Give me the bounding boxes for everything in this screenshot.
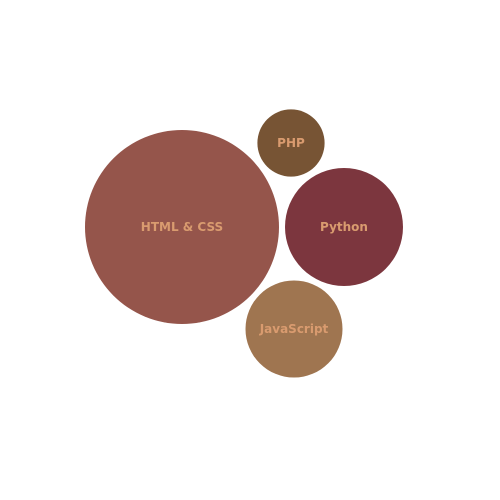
bubble-javascript: JavaScript xyxy=(245,280,343,378)
bubble-html-css: HTML & CSS xyxy=(85,130,279,324)
bubble-label-javascript: JavaScript xyxy=(259,322,329,336)
bubble-circle-html-css xyxy=(85,130,279,324)
bubble-circle-python xyxy=(285,168,403,286)
bubble-python: Python xyxy=(285,168,403,286)
bubble-circle-php xyxy=(257,109,325,177)
bubble-php: PHP xyxy=(257,109,325,177)
bubble-label-html-css: HTML & CSS xyxy=(141,220,223,234)
bubble-label-php: PHP xyxy=(277,136,305,150)
bubble-circle-javascript xyxy=(245,280,343,378)
bubble-label-python: Python xyxy=(320,220,368,234)
